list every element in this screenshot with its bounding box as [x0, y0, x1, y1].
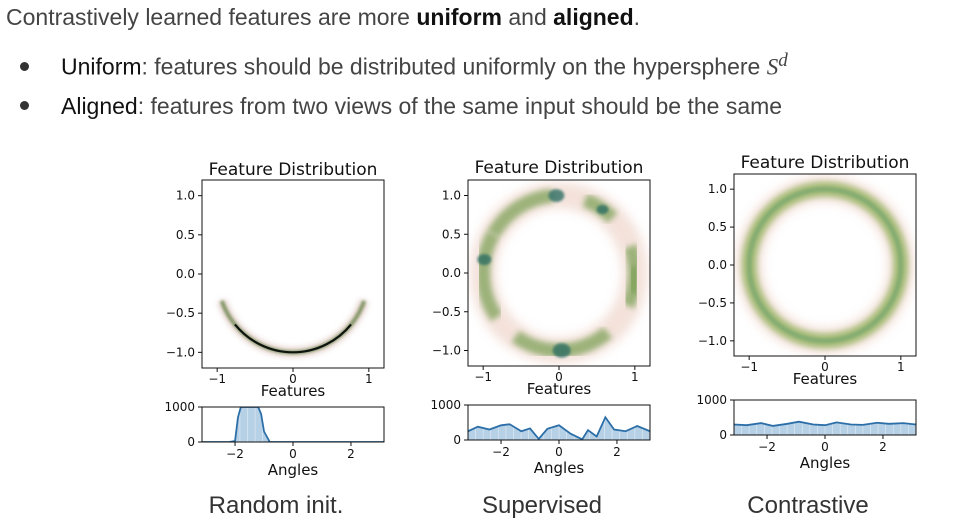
histogram-bars	[202, 407, 384, 442]
hist-x-tick-label: 0	[555, 445, 563, 459]
density-plot	[217, 299, 369, 357]
histogram-bars	[734, 400, 916, 435]
headline-keyword-uniform: uniform	[416, 4, 502, 30]
x-tick-label: 0	[289, 372, 297, 386]
bullet-text: : features from two views of the same in…	[137, 93, 783, 119]
bullet-dot-icon	[20, 62, 29, 72]
y-tick-label: 0.0	[708, 258, 727, 272]
caption-contrastive: Contrastive	[747, 492, 869, 519]
headline-prefix: Contrastively learned features are more	[6, 4, 417, 30]
x-tick-label: 0	[821, 360, 829, 374]
histogram-kde-line	[202, 407, 384, 442]
y-tick-label: 0.5	[708, 220, 727, 234]
x-axis-label: Features	[527, 380, 592, 398]
hypersphere-dimension: d	[778, 50, 788, 71]
density-halo	[217, 299, 369, 357]
caption-supervised: Supervised	[481, 492, 603, 519]
hist-x-tick-label: 2	[879, 440, 887, 454]
hist-x-tick-label: −2	[758, 440, 776, 454]
panel-title: Feature Distribution	[475, 158, 644, 178]
hist-x-tick-label: 2	[347, 447, 355, 461]
x-tick-label: −1	[474, 370, 492, 384]
caption-random-init: Random init.	[208, 492, 344, 519]
density-core	[746, 186, 904, 344]
bullet-dot-icon	[20, 101, 29, 111]
density-peak	[477, 253, 492, 266]
density-cluster	[476, 230, 503, 322]
hist-x-axis-label: Angles	[800, 454, 851, 472]
density-plot	[736, 176, 914, 354]
hist-y-tick-label: 1000	[164, 400, 195, 414]
hist-x-tick-label: 0	[289, 447, 297, 461]
bullet-aligned: Aligned: features from two views of the …	[20, 93, 782, 120]
bullet-uniform: Uniform: features should be distributed …	[20, 50, 788, 81]
hist-x-tick-label: −2	[226, 447, 244, 461]
bullet-keyword: Uniform	[61, 53, 142, 80]
x-axis-label: Features	[793, 370, 858, 388]
y-tick-label: 1.0	[708, 182, 727, 196]
hist-y-tick-label: 0	[719, 428, 727, 442]
feature-panel-0: Feature Distribution 1.0 0.5 0.0 −0.5 −1.0 −1 0…	[164, 160, 385, 479]
density-peak	[548, 189, 565, 202]
panel-title: Feature Distribution	[741, 153, 910, 173]
density-peak	[552, 343, 571, 358]
x-tick-label: 0	[555, 370, 563, 384]
density-core	[234, 323, 352, 354]
x-tick-label: 1	[365, 372, 373, 386]
density-band	[219, 300, 367, 355]
hist-y-tick-label: 1000	[696, 393, 727, 407]
hypersphere-symbol: S	[766, 54, 779, 80]
y-tick-label: 0.0	[176, 267, 195, 281]
y-tick-label: −0.5	[432, 305, 461, 319]
histogram-bars	[468, 405, 650, 440]
angle-histogram: 0 1000 −2 0 2 Angles	[164, 400, 385, 479]
hist-x-tick-label: −2	[492, 445, 510, 459]
y-tick-label: 0.5	[442, 227, 461, 241]
hist-y-tick-label: 1000	[430, 398, 461, 412]
hist-y-tick-label: 0	[453, 433, 461, 447]
histogram-kde-line	[734, 420, 916, 427]
headline-keyword-aligned: aligned	[553, 4, 634, 30]
x-tick-label: −1	[208, 372, 226, 386]
y-tick-label: 0.5	[176, 228, 195, 242]
bullet-keyword: Aligned	[61, 93, 138, 119]
y-tick-label: −1.0	[166, 345, 195, 359]
density-plot	[470, 182, 648, 364]
angle-histogram: 0 1000 −2 0 2 Angles	[696, 393, 917, 472]
y-tick-label: −1.0	[432, 344, 461, 358]
y-tick-label: 1.0	[176, 189, 195, 203]
density-cluster	[487, 188, 554, 238]
bullet-text: : features should be distributed uniform…	[141, 53, 767, 80]
x-tick-label: 1	[631, 370, 639, 384]
density-cluster	[625, 265, 642, 295]
headline: Contrastively learned features are more …	[6, 4, 640, 31]
y-tick-label: 0.0	[442, 266, 461, 280]
hist-y-tick-label: 0	[187, 435, 195, 449]
headline-suffix: .	[633, 4, 641, 30]
density-peak	[596, 204, 609, 215]
y-tick-label: 1.0	[442, 189, 461, 203]
x-tick-label: −1	[740, 360, 758, 374]
plot-frame	[201, 179, 385, 369]
hist-x-tick-label: 0	[821, 440, 829, 454]
hist-x-axis-label: Angles	[268, 461, 319, 479]
x-axis-label: Features	[261, 382, 326, 400]
headline-mid: and	[501, 4, 554, 30]
histogram-kde-line	[468, 415, 650, 440]
x-tick-label: 1	[897, 360, 905, 374]
y-tick-label: −0.5	[698, 296, 727, 310]
feature-panel-1: Feature Distribution 1.0 0.5 0.0 −0.5 −1.0 −1 0…	[430, 158, 651, 477]
hist-x-tick-label: 2	[613, 445, 621, 459]
feature-panel-2: Feature Distribution 1.0 0.5 0.0 −0.5 −1.0 −1 0…	[696, 153, 917, 472]
angle-histogram: 0 1000 −2 0 2 Angles	[430, 398, 651, 477]
y-tick-label: −0.5	[166, 306, 195, 320]
panel-title: Feature Distribution	[209, 160, 378, 180]
y-tick-label: −1.0	[698, 334, 727, 348]
hist-x-axis-label: Angles	[534, 459, 585, 477]
